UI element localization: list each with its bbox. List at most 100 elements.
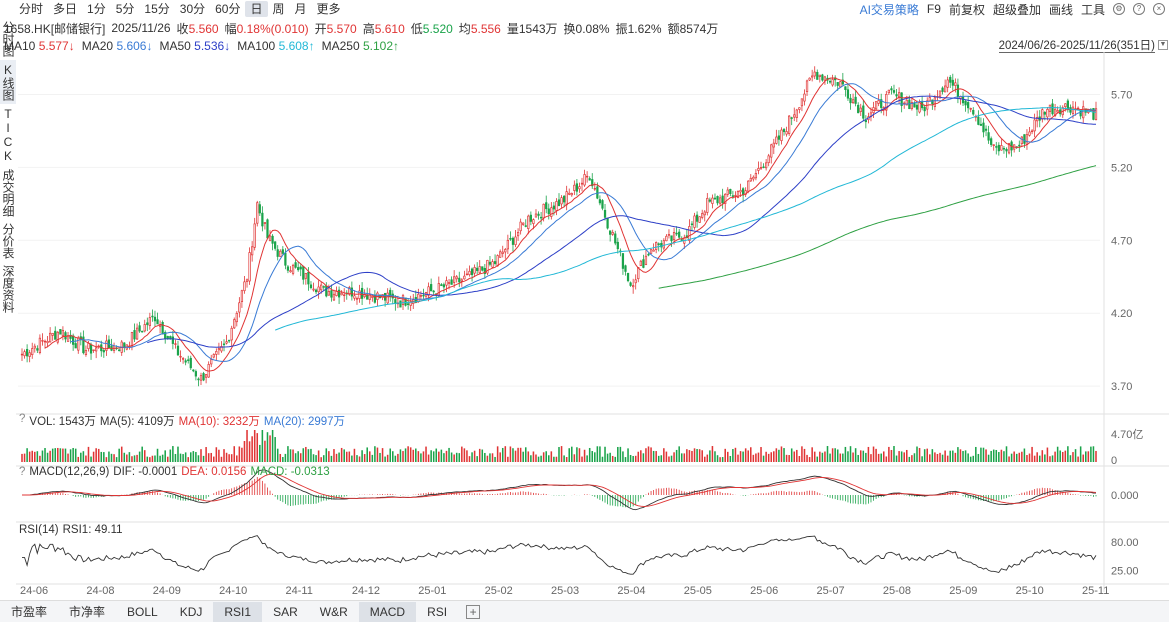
candle-body (481, 266, 484, 271)
volume-bar (169, 449, 172, 462)
f9-link[interactable]: F9 (926, 2, 941, 16)
volume-bar (292, 449, 294, 462)
indicator-tab[interactable]: 市盈率 (11, 604, 48, 619)
candle-body (606, 217, 609, 229)
volume-bar (192, 451, 195, 462)
volume-bar (49, 450, 51, 462)
volume-bar (274, 437, 276, 462)
candle-body (839, 81, 842, 88)
volume-bar (376, 447, 379, 462)
volume-bar (545, 451, 547, 462)
candle-body (831, 79, 834, 86)
close-icon[interactable]: × (1153, 3, 1165, 15)
forward-adjust-link[interactable]: 前复权 (948, 2, 985, 17)
add-tab-icon[interactable]: + (466, 604, 481, 619)
settings-icon[interactable]: ⚙ (1113, 3, 1125, 15)
indicator-tab[interactable]: W&R (319, 604, 348, 619)
side-tab[interactable]: K线图 (0, 60, 16, 104)
kline-chart[interactable]: 5.70 5.20 4.70 4.20 3.70 4.70亿 0 0.000 80.00 25.0… (16, 52, 1169, 600)
candle-body (268, 235, 272, 242)
volume-bar (673, 452, 675, 462)
volume-bar (276, 448, 279, 462)
open-label: 开 (314, 21, 327, 36)
volume-bar (62, 448, 64, 462)
ai-strategy-link[interactable]: AI交易策略 (859, 2, 919, 17)
candle-body (578, 186, 581, 190)
volume-bar (115, 457, 118, 462)
period-tab[interactable]: 月 (294, 2, 307, 16)
volume-bar (952, 450, 954, 462)
volume-bar (1069, 455, 1072, 462)
candle-body (156, 319, 159, 325)
candle-body (325, 285, 328, 297)
indicator-tab[interactable]: 市净率 (69, 604, 106, 619)
volume-bar (624, 457, 627, 462)
side-tab[interactable]: 深度资料 (1, 265, 15, 313)
volume-bar (90, 456, 92, 462)
candle-body (327, 291, 330, 296)
volume-bar (647, 446, 650, 462)
period-tab[interactable]: 更多 (316, 2, 341, 16)
help-icon[interactable]: ? (1133, 3, 1145, 15)
volume-bar (611, 455, 614, 462)
side-tabs: 分时图 K线图 TICK 成交明细分价表深度资料 (0, 18, 16, 600)
volume-bar (256, 433, 259, 462)
indicator-tab[interactable]: RSI1 (213, 601, 263, 622)
side-tab[interactable]: 成交明细 (1, 169, 15, 217)
volume-bar (1074, 449, 1077, 462)
candle-body (780, 129, 783, 142)
period-tab[interactable]: 1分 (87, 2, 106, 16)
volume-bar (762, 455, 765, 462)
help-icon[interactable]: ? (19, 466, 26, 478)
candle-body (130, 332, 134, 347)
volume-bar (744, 448, 747, 462)
close-field: 收5.560 (177, 20, 219, 37)
chevron-down-icon[interactable]: ▼ (1158, 40, 1168, 50)
candle-body (803, 93, 806, 102)
period-tab[interactable]: 15分 (144, 2, 170, 16)
indicator-tab[interactable]: MACD (358, 601, 417, 622)
volume-bar (345, 451, 348, 462)
draw-line-link[interactable]: 画线 (1048, 2, 1073, 17)
period-tab[interactable]: 周 (272, 2, 285, 16)
indicator-tab[interactable]: RSI (427, 604, 448, 619)
volume-bar (207, 453, 210, 462)
date-range-selector[interactable]: 2024/06/26-2025/11/26(351日) (998, 40, 1155, 53)
period-tab[interactable]: 分时 (19, 2, 44, 16)
help-icon[interactable]: ? (19, 413, 26, 425)
candle-body (501, 251, 504, 254)
super-overlay-link[interactable]: 超级叠加 (992, 2, 1041, 17)
candle-body (611, 232, 614, 235)
period-tab[interactable]: 日 (245, 1, 268, 17)
volume-bar (190, 452, 192, 462)
period-tab[interactable]: 60分 (215, 2, 241, 16)
volume-bar (1005, 446, 1008, 462)
indicator-tab[interactable]: BOLL (127, 604, 158, 619)
volume-bar (811, 447, 813, 462)
candle-body (95, 347, 98, 352)
period-tab[interactable]: 30分 (179, 2, 206, 16)
side-tab[interactable]: TICK (1, 107, 15, 163)
indicator-tab[interactable]: KDJ (179, 604, 203, 619)
period-tab[interactable]: 多日 (53, 2, 78, 16)
volume-bar (259, 444, 261, 462)
side-tab[interactable]: 分价表 (1, 223, 15, 259)
candle-body (657, 243, 660, 245)
candle-body (49, 332, 52, 343)
period-tab[interactable]: 5分 (115, 2, 135, 16)
volume-bar (898, 451, 900, 462)
candle-body (660, 243, 663, 248)
side-tab[interactable]: 分时图 (1, 21, 15, 57)
volume-bar (706, 454, 709, 462)
candle-body (148, 317, 151, 326)
candle-body (785, 131, 788, 135)
candle-body (470, 268, 474, 276)
volume-bar (468, 456, 471, 462)
volume-bar (645, 448, 647, 462)
tools-menu-link[interactable]: 工具 (1080, 2, 1105, 17)
candle-body (724, 193, 727, 204)
volume-bar (197, 455, 200, 462)
indicator-tab[interactable]: SAR (273, 604, 298, 619)
candle-body (309, 284, 313, 289)
candle-body (667, 234, 671, 236)
